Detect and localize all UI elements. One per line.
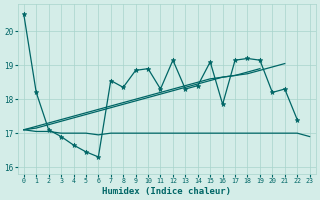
X-axis label: Humidex (Indice chaleur): Humidex (Indice chaleur) xyxy=(102,187,231,196)
